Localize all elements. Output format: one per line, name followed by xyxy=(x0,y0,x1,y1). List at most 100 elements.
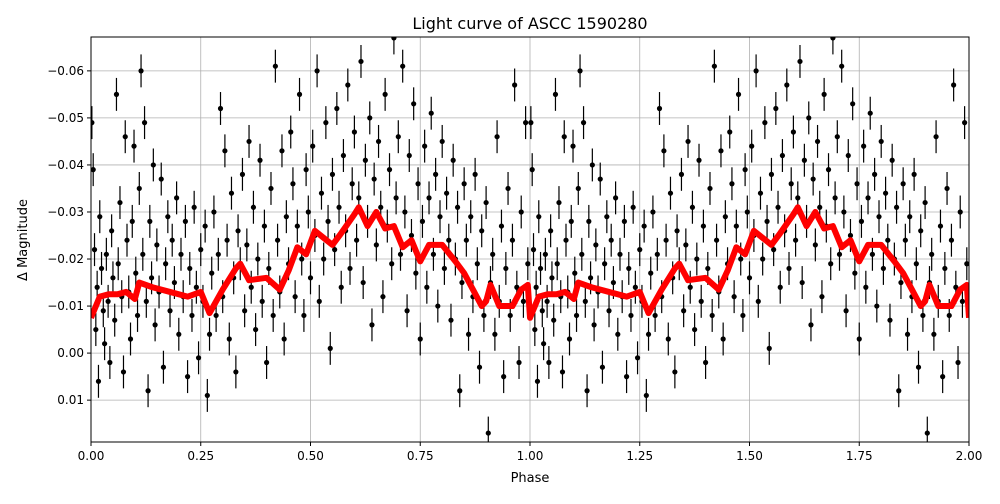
data-point xyxy=(386,167,393,173)
data-point xyxy=(160,364,167,370)
data-point xyxy=(182,218,188,224)
data-point xyxy=(233,369,239,375)
data-point xyxy=(962,120,968,126)
data-point xyxy=(944,185,950,192)
y-tick-label: −0.06 xyxy=(47,64,84,78)
data-point xyxy=(257,157,263,163)
data-point xyxy=(334,105,340,112)
data-point xyxy=(332,247,338,253)
data-point xyxy=(371,176,377,182)
data-point xyxy=(215,251,221,257)
axis-ticks: 0.00 0.25 0.50 0.75 1.00 1.25 1.50 1.75 2.00 −0.0… xyxy=(47,64,982,463)
data-point xyxy=(468,214,474,220)
data-point xyxy=(375,138,382,145)
data-point xyxy=(95,378,102,384)
data-point xyxy=(570,143,576,149)
data-point xyxy=(209,270,215,276)
data-point xyxy=(546,359,552,366)
data-point xyxy=(608,237,614,243)
data-point xyxy=(911,171,917,177)
data-point xyxy=(426,195,432,201)
data-point xyxy=(305,209,311,215)
data-point xyxy=(587,275,594,281)
binned-curve xyxy=(91,204,969,321)
data-point xyxy=(711,63,717,69)
data-point xyxy=(246,138,252,145)
data-point xyxy=(777,284,783,290)
data-point xyxy=(124,237,130,243)
data-point xyxy=(663,237,669,243)
data-point xyxy=(806,115,812,121)
data-point xyxy=(349,181,355,187)
data-point xyxy=(167,308,173,314)
data-point xyxy=(492,331,498,337)
data-point xyxy=(615,331,621,337)
data-point xyxy=(722,214,728,220)
data-point xyxy=(134,312,141,319)
data-point xyxy=(294,223,300,229)
data-point xyxy=(707,185,713,192)
data-point xyxy=(788,181,794,187)
x-tick-label: 1.50 xyxy=(736,449,763,463)
data-point xyxy=(773,105,779,112)
data-point xyxy=(509,237,516,243)
data-point xyxy=(825,167,832,173)
data-point xyxy=(621,218,627,224)
data-point xyxy=(913,261,919,267)
data-point xyxy=(698,298,704,304)
data-point xyxy=(718,148,724,154)
data-point xyxy=(867,110,873,116)
data-point xyxy=(828,261,834,267)
data-point xyxy=(450,157,456,163)
data-point xyxy=(321,256,327,262)
data-point xyxy=(178,251,184,257)
y-tick-label: −0.01 xyxy=(47,299,84,313)
data-point xyxy=(198,247,204,253)
data-point xyxy=(290,181,296,187)
data-point xyxy=(373,242,379,248)
data-point xyxy=(613,195,619,201)
data-point xyxy=(378,204,384,210)
data-point xyxy=(463,237,469,243)
data-point xyxy=(316,298,322,304)
data-point xyxy=(797,58,803,65)
data-point xyxy=(537,265,544,272)
data-point xyxy=(880,265,886,272)
data-point xyxy=(808,322,814,328)
data-point xyxy=(661,148,667,154)
data-point xyxy=(202,223,208,229)
data-point xyxy=(942,265,948,272)
data-point xyxy=(389,261,395,267)
data-point xyxy=(667,190,674,196)
data-point xyxy=(858,218,865,224)
data-point xyxy=(929,251,935,257)
data-point xyxy=(648,270,654,276)
data-point xyxy=(158,176,164,182)
data-point xyxy=(109,228,115,234)
data-point xyxy=(656,105,663,112)
data-point xyxy=(498,223,505,229)
data-point xyxy=(439,138,445,145)
data-point xyxy=(532,326,538,333)
data-point xyxy=(746,275,753,281)
data-point xyxy=(206,331,213,337)
data-point xyxy=(485,430,491,436)
data-point xyxy=(518,209,524,215)
data-point xyxy=(951,82,957,88)
data-point xyxy=(443,190,450,196)
data-point xyxy=(900,181,906,187)
data-point xyxy=(882,190,889,196)
data-point xyxy=(329,171,336,177)
data-point xyxy=(193,284,199,290)
data-point xyxy=(318,190,325,196)
data-point xyxy=(327,345,333,351)
data-point xyxy=(544,298,550,304)
data-point xyxy=(213,312,219,319)
data-point xyxy=(479,228,485,234)
data-point xyxy=(131,143,137,149)
data-point xyxy=(503,265,509,272)
data-point xyxy=(490,251,496,257)
data-point xyxy=(953,284,959,290)
data-point xyxy=(586,218,592,224)
data-point xyxy=(597,176,603,182)
